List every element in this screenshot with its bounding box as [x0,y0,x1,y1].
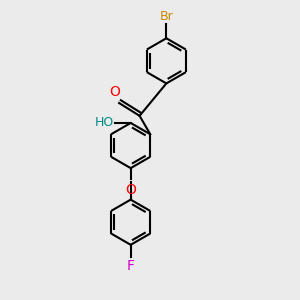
Text: O: O [125,183,136,197]
Text: F: F [127,259,135,273]
Text: O: O [109,85,120,99]
Text: Br: Br [160,10,173,23]
Text: HO: HO [94,116,114,130]
